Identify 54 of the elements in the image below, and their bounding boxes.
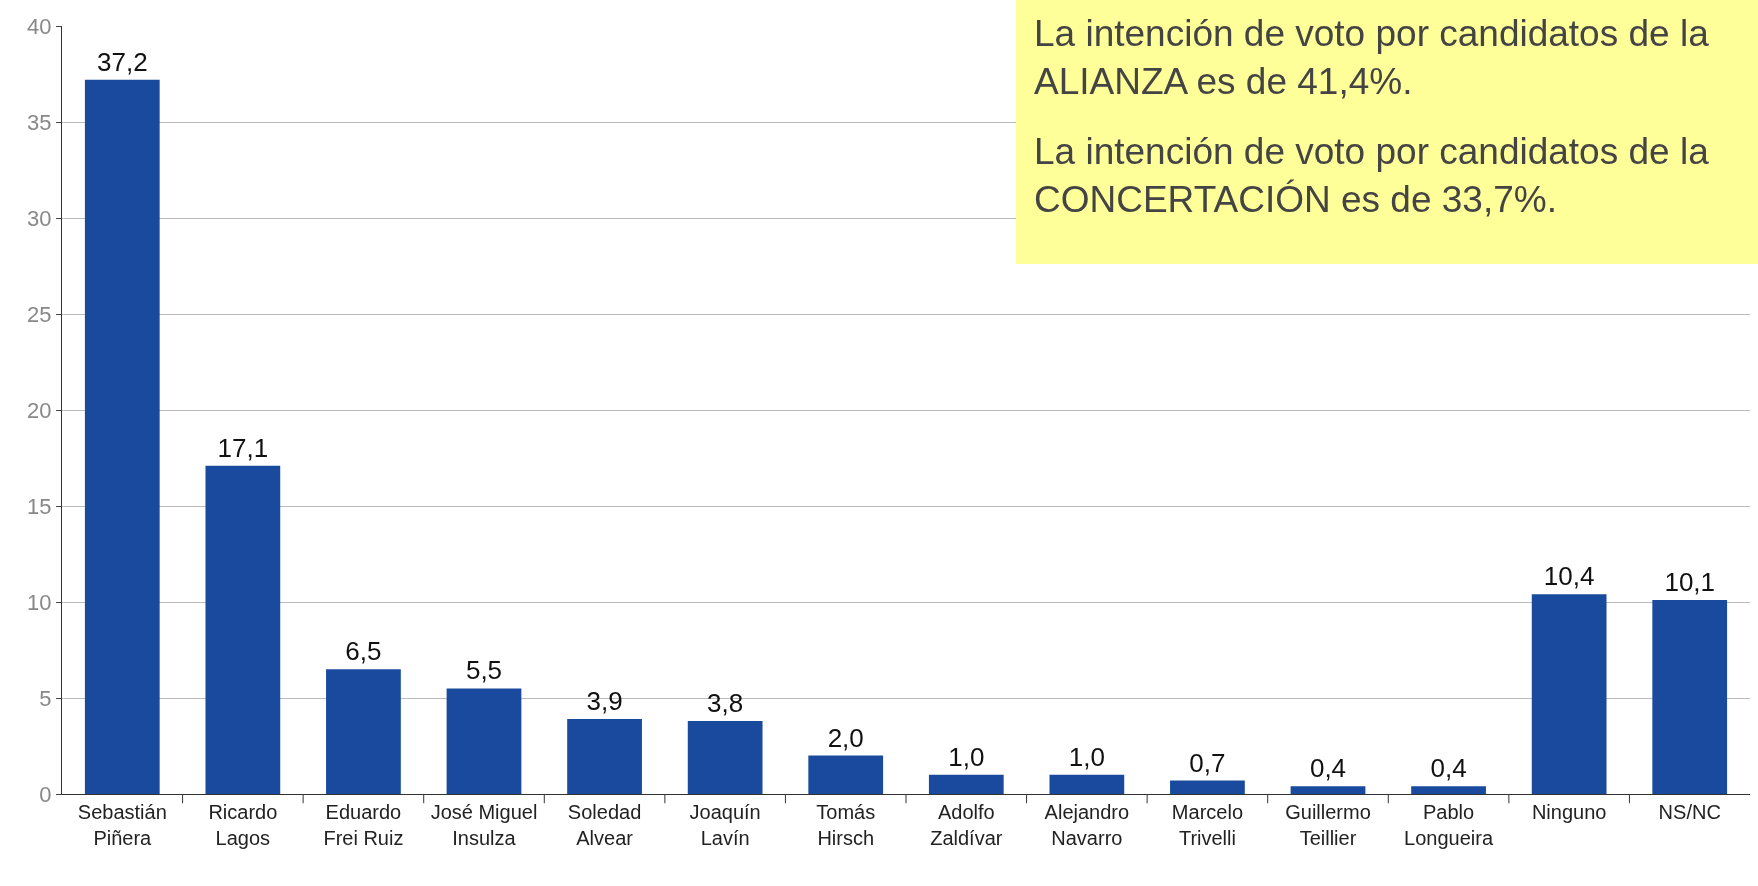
bar	[326, 669, 401, 794]
data-label: 10,4	[1543, 561, 1595, 592]
x-tick-label: Eduardo Frei Ruiz	[323, 801, 404, 849]
y-tick-label: 35	[27, 109, 52, 135]
bar	[84, 79, 160, 794]
bar	[1290, 786, 1366, 794]
x-tick-label: José Miguel Insulza	[430, 801, 538, 849]
data-label: 0,7	[1189, 747, 1226, 778]
bar	[1411, 786, 1486, 794]
data-label: 0,4	[1309, 753, 1347, 784]
bar	[1049, 774, 1125, 794]
y-tick-label: 30	[27, 205, 52, 231]
x-tick-label: Adolfo Zaldívar	[930, 801, 1003, 849]
bar	[1652, 600, 1728, 794]
bar	[808, 755, 884, 794]
annotation: La intención de voto por candidatos de la CONCERTACIÓN es de 33,7%.	[1034, 130, 1710, 223]
bar	[1170, 780, 1245, 794]
data-label: 5,5	[465, 655, 503, 686]
x-tick-label: Joaquín Lavín	[689, 801, 761, 849]
x-tick-label: Marcelo Trivelli	[1171, 801, 1243, 849]
x-tick-label: Ninguno	[1531, 801, 1607, 823]
x-tick-label: Soledad Alvear	[567, 801, 642, 849]
y-tick-label: 0	[39, 781, 52, 807]
bar	[1531, 594, 1607, 794]
data-label: 3,9	[586, 686, 623, 717]
x-tick-label: NS/NC	[1658, 801, 1721, 823]
data-label: 37,2	[96, 46, 148, 77]
x-tick-label: Pablo Longueira	[1404, 801, 1494, 849]
note-card: La intención de voto por candidatos de la ALIANZA es de 41,4%. La intención de voto por candidatos de la CONCERTACIÓN es de 33,7%.	[1016, 0, 1758, 265]
data-label: 1,0	[948, 741, 985, 772]
data-label: 3,8	[707, 688, 744, 719]
y-tick-label: 20	[27, 397, 52, 423]
data-label: 6,5	[345, 636, 382, 667]
y-tick-label: 40	[27, 13, 52, 39]
x-tick-label: Tomás Hirsch	[816, 801, 876, 849]
y-tick-label: 5	[39, 685, 52, 711]
data-label: 0,4	[1430, 753, 1467, 784]
y-tick-label: 25	[27, 301, 52, 327]
x-tick-label: Guillermo Teillier	[1285, 801, 1371, 849]
x-tick-label: Ricardo Lagos	[208, 801, 278, 849]
y-tick-label: 15	[27, 493, 52, 519]
bar	[687, 721, 763, 794]
data-label: 10,1	[1664, 567, 1716, 598]
data-label: 17,1	[217, 432, 269, 463]
annotation: La intención de voto por candidatos de la ALIANZA es de 41,4%.	[1034, 12, 1710, 105]
data-label: 1,0	[1068, 741, 1105, 772]
bar	[446, 688, 522, 794]
y-tick-label: 10	[27, 589, 52, 615]
x-tick-label: Sebastián Piñera	[77, 801, 167, 849]
x-tick-label: Alejandro Navarro	[1044, 801, 1130, 849]
bar	[928, 774, 1004, 794]
bar	[567, 719, 642, 794]
data-label: 2,0	[827, 722, 864, 753]
bar	[205, 465, 281, 794]
